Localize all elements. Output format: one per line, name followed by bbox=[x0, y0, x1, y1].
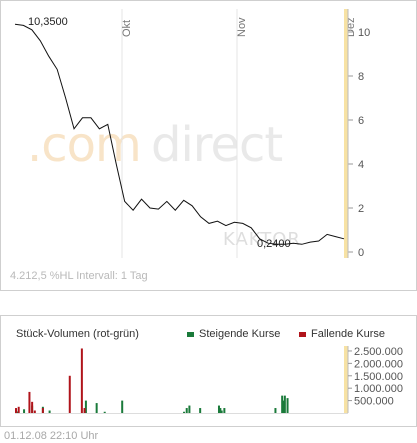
watermark-com: .com bbox=[27, 117, 141, 173]
volume-bar bbox=[16, 411, 19, 413]
y-tick-label: 0 bbox=[358, 247, 364, 259]
volume-bar bbox=[121, 400, 124, 413]
volume-bar bbox=[283, 395, 286, 413]
price-line bbox=[14, 23, 345, 245]
volume-bar bbox=[41, 408, 44, 413]
min-price-label: 0,2400 bbox=[257, 238, 291, 250]
y-tick-label: 1.000.000 bbox=[354, 383, 403, 395]
y-tick-label: 1.500.000 bbox=[354, 371, 403, 383]
volume-bar bbox=[31, 401, 34, 413]
legend-falling-label: Fallende Kurse bbox=[311, 328, 385, 340]
volume-bar bbox=[286, 398, 289, 413]
watermark-direct: direct bbox=[151, 117, 282, 173]
volume-bar bbox=[103, 411, 106, 413]
current-day-highlight bbox=[344, 346, 348, 413]
volume-bar bbox=[95, 403, 98, 413]
y-tick-label: 2.500.000 bbox=[354, 346, 403, 358]
legend-falling-swatch bbox=[299, 331, 306, 337]
volume-title: Stück-Volumen (rot-grün) bbox=[16, 328, 139, 340]
volume-bar bbox=[183, 411, 186, 413]
volume-bar bbox=[188, 405, 191, 413]
volume-bar bbox=[80, 348, 83, 413]
volume-bar bbox=[281, 395, 284, 413]
y-tick-label: 2.000.000 bbox=[354, 358, 403, 370]
legend-falling: Fallende Kurse bbox=[299, 328, 385, 340]
volume-bar bbox=[68, 375, 71, 413]
y-tick-label: 500.000 bbox=[354, 396, 394, 408]
volume-bar bbox=[48, 410, 51, 413]
interval-info: 4.212,5 %HL Intervall: 1 Tag bbox=[10, 270, 148, 282]
volume-bar bbox=[185, 408, 188, 413]
volume-bar bbox=[84, 400, 87, 413]
y-tick-label: 10 bbox=[358, 27, 370, 39]
volume-bar bbox=[274, 408, 277, 413]
volume-bar bbox=[15, 408, 17, 413]
legend-rising: Steigende Kurse bbox=[187, 328, 280, 340]
month-label: Nov bbox=[236, 17, 248, 37]
volume-bar bbox=[282, 400, 285, 413]
volume-bar bbox=[83, 408, 86, 413]
legend-rising-label: Steigende Kurse bbox=[199, 328, 281, 340]
volume-bar bbox=[33, 410, 36, 413]
y-tick-label: 8 bbox=[358, 71, 364, 83]
volume-chart: 500.0001.000.0001.500.0002.000.0002.500.… bbox=[15, 346, 403, 414]
volume-bar bbox=[199, 408, 202, 413]
price-chart-panel: .com direct KAKTOR Okt Nov Dez 0 2 4 6 8 10 10,3… bbox=[0, 0, 417, 291]
timestamp-footer: 01.12.08 22:10 Uhr bbox=[4, 430, 99, 442]
volume-bar bbox=[17, 406, 20, 413]
volume-bar bbox=[23, 409, 26, 413]
y-tick-label: 2 bbox=[358, 203, 364, 215]
max-price-label: 10,3500 bbox=[28, 16, 68, 28]
volume-bar bbox=[219, 408, 222, 413]
volume-bar bbox=[223, 408, 226, 413]
volume-bar bbox=[220, 410, 223, 413]
volume-bar bbox=[217, 405, 220, 413]
y-tick-label: 4 bbox=[358, 159, 364, 171]
volume-bar bbox=[28, 391, 31, 413]
legend-rising-swatch bbox=[187, 331, 194, 337]
volume-chart-panel: 500.000 1.000.000 1.500.000 2.000.000 2.500.… bbox=[0, 315, 417, 427]
current-day-highlight bbox=[344, 9, 348, 258]
month-label: Okt bbox=[121, 20, 133, 37]
y-tick-label: 6 bbox=[358, 115, 364, 127]
